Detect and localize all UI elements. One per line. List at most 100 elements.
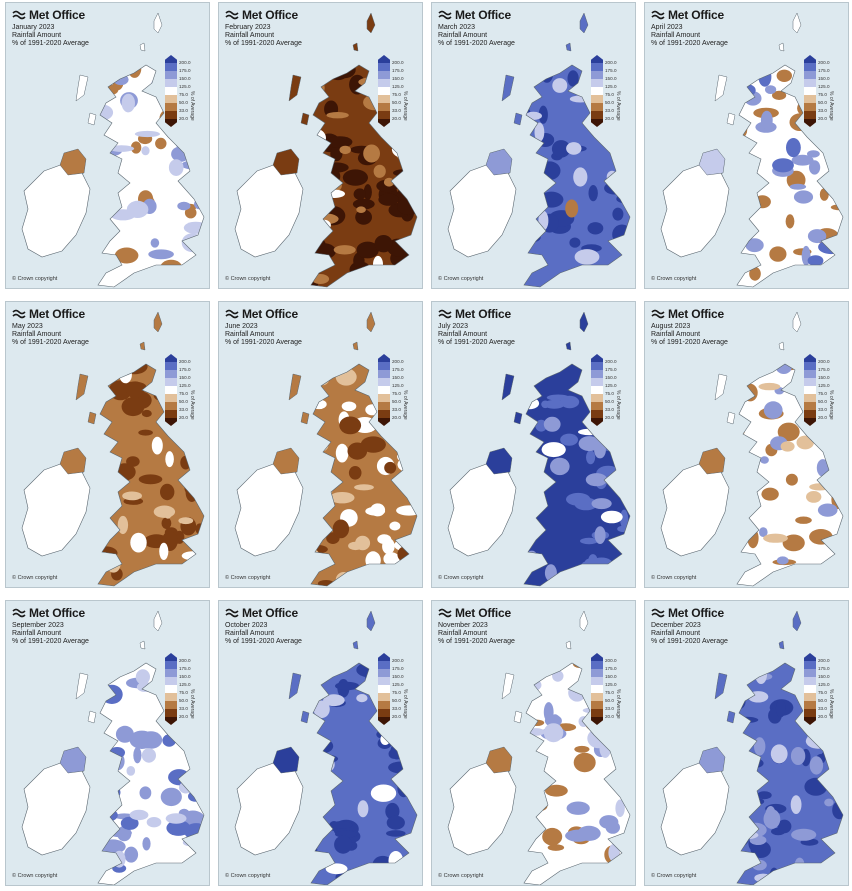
anomaly-patch: [763, 401, 783, 419]
island: [714, 373, 728, 401]
legend-swatch: [165, 701, 177, 709]
island: [139, 640, 146, 650]
map-baseline: % of 1991-2020 Average: [438, 40, 515, 47]
met-office-logo: Met Office: [12, 307, 85, 321]
map-month-title: November 2023: [438, 622, 488, 629]
anomaly-patch: [153, 505, 176, 518]
anomaly-patch: [525, 183, 548, 192]
anomaly-patch: [98, 794, 105, 803]
legend-label: 175.0: [818, 367, 830, 372]
northern-ireland-region: [485, 447, 513, 475]
anomaly-patch: [141, 409, 152, 418]
legend-swatch: [804, 717, 816, 725]
island: [153, 610, 163, 632]
anomaly-patch: [311, 221, 324, 236]
anomaly-patch: [789, 183, 807, 190]
anomaly-patch: [98, 507, 105, 525]
legend-label: 175.0: [179, 367, 191, 372]
anomaly-patch: [747, 691, 769, 703]
coastline: [523, 363, 631, 587]
anomaly-patch: [791, 828, 817, 841]
anomaly-patch: [181, 810, 204, 826]
anomaly-patch: [541, 400, 550, 409]
anomaly-patch: [526, 173, 547, 192]
anomaly-patch: [602, 280, 623, 287]
coastline: [310, 662, 418, 885]
legend-label: 200.0: [818, 658, 830, 663]
met-office-wave-icon: [225, 9, 239, 20]
anomaly-patch: [542, 827, 563, 846]
legend-swatch: [165, 669, 177, 677]
island: [366, 610, 376, 632]
brand-name: Met Office: [668, 307, 725, 321]
legend-label: 50.0: [392, 399, 401, 404]
legend-swatch: [804, 693, 816, 701]
anomaly-patch: [753, 195, 771, 209]
met-office-wave-icon: [225, 607, 239, 618]
anomaly-patch: [398, 741, 412, 762]
uk-rainfall-map: [660, 610, 844, 885]
anomaly-patch: [765, 806, 776, 824]
legend-label: 125.0: [392, 682, 404, 687]
anomaly-patch: [591, 498, 612, 510]
anomaly-patch: [600, 510, 623, 524]
anomaly-patch: [329, 492, 355, 504]
island: [75, 373, 89, 401]
legend-swatch: [378, 119, 390, 127]
anomaly-patch: [341, 401, 357, 412]
uk-rainfall-map: [447, 12, 631, 288]
anomaly-patch: [339, 416, 362, 435]
anomaly-patch: [315, 80, 325, 96]
anomaly-patch: [749, 266, 761, 281]
anomaly-patch: [386, 815, 405, 830]
legend-label: 125.0: [605, 682, 617, 687]
anomaly-patch: [339, 145, 351, 155]
anomaly-patch: [101, 684, 123, 704]
anomaly-patch: [775, 699, 786, 718]
legend-swatch: [165, 354, 177, 362]
anomaly-patch: [824, 798, 834, 807]
legend-swatch: [591, 386, 603, 394]
legend-swatch: [804, 701, 816, 709]
legend-label: 150.0: [818, 375, 830, 380]
legend-swatch: [804, 418, 816, 426]
island: [153, 12, 163, 34]
legend-title: % of Average: [189, 390, 195, 420]
uk-rainfall-map: [21, 12, 205, 288]
anomaly-patch: [334, 835, 353, 854]
anomaly-patch: [612, 207, 624, 221]
anomaly-patch: [142, 837, 151, 851]
legend-swatch: [591, 661, 603, 669]
crown-copyright: © Crown copyright: [12, 873, 58, 879]
anomaly-patch: [538, 105, 548, 124]
anomaly-patch: [615, 799, 625, 818]
island: [726, 710, 736, 724]
island: [87, 411, 97, 425]
legend-label: 20.0: [392, 714, 401, 719]
legend-swatch: [591, 362, 603, 370]
island: [300, 411, 310, 425]
met-office-logo: Met Office: [438, 307, 511, 321]
anomaly-patch: [777, 422, 800, 442]
legend-swatch: [165, 95, 177, 103]
legend-label: 75.0: [392, 391, 401, 396]
map-month-title: June 2023: [225, 323, 258, 330]
legend-label: 50.0: [818, 698, 827, 703]
anomaly-patch: [383, 177, 395, 187]
legend-label: 75.0: [605, 92, 614, 97]
anomaly-patch: [809, 483, 831, 491]
legend-label: 50.0: [818, 399, 827, 404]
crown-copyright: © Crown copyright: [651, 575, 697, 581]
percent-of-average-legend: 200.0 175.0 150.0 125.0 75.0 50.0 33.0 20.0% of…: [591, 354, 635, 434]
map-month-title: October 2023: [225, 622, 268, 629]
legend-label: 50.0: [179, 100, 188, 105]
anomaly-patch: [157, 865, 180, 880]
island: [726, 411, 736, 425]
island: [75, 74, 89, 102]
anomaly-patch: [311, 554, 330, 562]
legend-label: 125.0: [605, 383, 617, 388]
anomaly-patch: [365, 551, 381, 570]
anomaly-patch: [363, 144, 380, 163]
anomaly-patch: [126, 456, 140, 467]
legend-label: 150.0: [392, 76, 404, 81]
